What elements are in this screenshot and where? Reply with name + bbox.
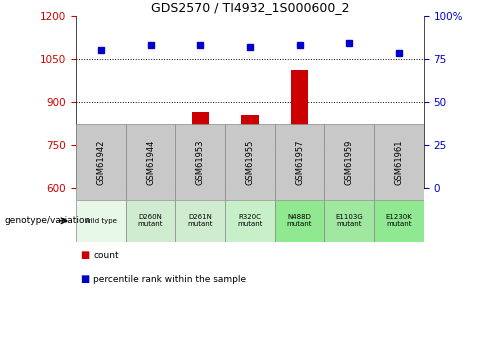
Bar xyxy=(275,124,324,200)
Text: GSM61959: GSM61959 xyxy=(345,139,354,185)
Bar xyxy=(125,124,175,200)
Text: E1103G
mutant: E1103G mutant xyxy=(336,214,363,227)
Bar xyxy=(76,124,125,200)
Bar xyxy=(175,124,225,200)
Text: ■: ■ xyxy=(81,275,93,284)
Title: GDS2570 / TI4932_1S000600_2: GDS2570 / TI4932_1S000600_2 xyxy=(150,1,349,14)
Bar xyxy=(142,134,159,188)
Bar xyxy=(275,200,324,242)
Bar xyxy=(391,174,408,188)
Text: percentile rank within the sample: percentile rank within the sample xyxy=(93,275,246,284)
Bar xyxy=(175,200,225,242)
Bar xyxy=(192,112,209,188)
Text: wild type: wild type xyxy=(85,218,117,224)
Bar xyxy=(324,200,374,242)
Text: GSM61953: GSM61953 xyxy=(196,139,205,185)
Bar xyxy=(241,115,259,188)
Bar xyxy=(341,130,358,188)
Text: GSM61961: GSM61961 xyxy=(394,139,403,185)
Text: D261N
mutant: D261N mutant xyxy=(188,214,213,227)
Bar xyxy=(76,200,125,242)
Text: GSM61944: GSM61944 xyxy=(146,139,155,185)
Text: GSM61957: GSM61957 xyxy=(295,139,304,185)
Bar xyxy=(374,200,424,242)
Text: count: count xyxy=(93,251,119,260)
Text: N488D
mutant: N488D mutant xyxy=(287,214,312,227)
Text: genotype/variation: genotype/variation xyxy=(5,216,91,225)
Bar xyxy=(225,200,275,242)
Text: R320C
mutant: R320C mutant xyxy=(237,214,263,227)
Bar xyxy=(125,200,175,242)
Bar xyxy=(92,148,109,188)
Text: GSM61955: GSM61955 xyxy=(245,139,254,185)
Text: ■: ■ xyxy=(81,250,93,260)
Text: E1230K
mutant: E1230K mutant xyxy=(386,214,413,227)
Text: D260N
mutant: D260N mutant xyxy=(138,214,163,227)
Bar xyxy=(291,70,308,188)
Text: GSM61942: GSM61942 xyxy=(97,139,105,185)
Bar xyxy=(225,124,275,200)
Bar xyxy=(324,124,374,200)
Bar xyxy=(374,124,424,200)
